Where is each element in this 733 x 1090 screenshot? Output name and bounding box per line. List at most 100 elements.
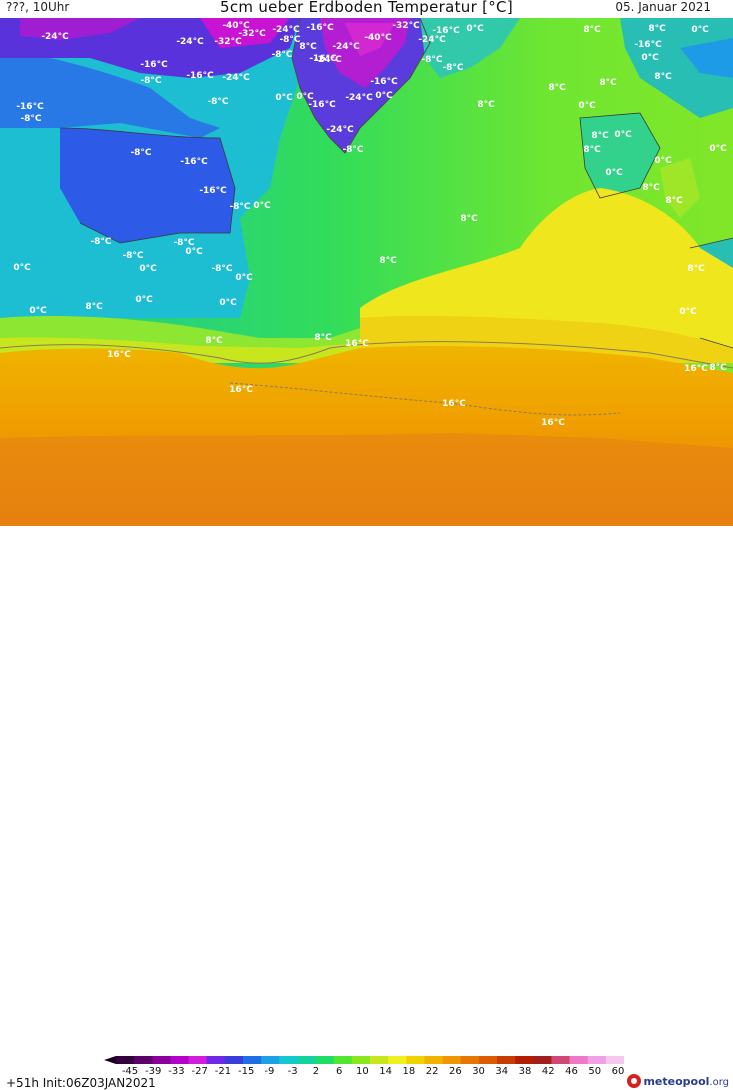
temperature-label: 16°C xyxy=(684,364,708,374)
color-scale-swatch xyxy=(515,1056,534,1064)
temperature-label: 8°C xyxy=(709,363,727,373)
color-scale-tick: -21 xyxy=(214,1066,232,1077)
canada-coastline xyxy=(59,127,236,244)
uk-coastline xyxy=(579,112,661,199)
temperature-label: 0°C xyxy=(135,295,153,305)
temperature-label: -16°C xyxy=(306,23,334,33)
temperature-label: -16°C xyxy=(634,40,662,50)
temperature-label: 8°C xyxy=(648,24,666,34)
temperature-label: 16°C xyxy=(541,418,565,428)
temperature-label: -32°C xyxy=(238,29,266,39)
temperature-label: -16°C xyxy=(186,71,214,81)
iberia-coastline xyxy=(689,237,733,349)
temperature-label: -8°C xyxy=(207,97,228,107)
header: ???, 10Uhr 5cm ueber Erdboden Temperatur… xyxy=(0,0,733,18)
color-scale-swatch xyxy=(370,1056,389,1064)
contour-16c xyxy=(0,341,733,369)
temperature-label: -24°C xyxy=(418,35,446,45)
cold-blue-north xyxy=(0,48,220,138)
temperature-label: -16°C xyxy=(309,54,337,64)
color-scale-tick: -15 xyxy=(238,1066,255,1077)
color-scale-min-arrow xyxy=(104,1056,116,1064)
color-scale-tick: 42 xyxy=(541,1066,555,1077)
temperature-label: 0°C xyxy=(641,53,659,63)
temperature-label: -8°C xyxy=(442,63,463,73)
temperature-label: -24°C xyxy=(345,93,373,103)
meteopool-logo[interactable]: meteopool.org xyxy=(627,1072,729,1090)
color-scale-tick: 50 xyxy=(588,1066,602,1077)
temperature-label: -8°C xyxy=(140,76,161,86)
color-scale-tick: 22 xyxy=(425,1066,439,1077)
color-scale-tick: 26 xyxy=(448,1066,462,1077)
temperature-label: 0°C xyxy=(185,247,203,257)
color-scale-swatch xyxy=(116,1056,135,1064)
temperature-label: -8°C xyxy=(229,202,250,212)
temperature-label: -40°C xyxy=(364,33,392,43)
color-scale-tick: 46 xyxy=(565,1066,578,1077)
color-scale-swatch xyxy=(551,1056,571,1064)
color-scale-tick: 38 xyxy=(518,1066,532,1077)
color-scale-swatch xyxy=(170,1056,190,1064)
temperature-label: 8°C xyxy=(583,25,601,35)
color-scale-swatch xyxy=(152,1056,172,1064)
temperature-label: 8°C xyxy=(665,196,683,206)
temperature-label: -24°C xyxy=(272,25,300,35)
color-scale-swatch xyxy=(206,1056,226,1064)
greenland-coastline xyxy=(291,18,431,154)
color-scale-swatch xyxy=(587,1056,607,1064)
contour-south xyxy=(229,382,621,416)
temperature-label: 8°C xyxy=(642,183,660,193)
temperature-label: -8°C xyxy=(342,145,363,155)
color-scale-swatch xyxy=(279,1056,299,1064)
scandinavia-cool xyxy=(620,18,733,118)
temperature-label: 8°C xyxy=(205,336,223,346)
color-scale-tick: 2 xyxy=(312,1066,320,1077)
europe-coast-warm xyxy=(660,158,700,218)
color-scale-swatch xyxy=(497,1056,516,1064)
temperature-label: 8°C xyxy=(599,78,617,88)
temperature-label: 0°C xyxy=(275,93,293,103)
temperature-labels: -24°C-40°C-32°C -24°C -16°C -32°C -16°C 0°C 8°… xyxy=(13,21,727,428)
temperature-label: 16°C xyxy=(442,399,466,409)
temperature-label: 0°C xyxy=(679,307,697,317)
color-scale-tick: -3 xyxy=(287,1066,298,1077)
meteopool-logo-icon xyxy=(627,1074,642,1088)
temperature-label: 8°C xyxy=(654,72,672,82)
map-canvas: -24°C-40°C-32°C -24°C -16°C -32°C -16°C 0°C 8°… xyxy=(0,18,733,526)
south-deep-orange xyxy=(0,433,733,526)
cold-blue-region xyxy=(60,128,235,243)
temperature-label: 8°C xyxy=(314,333,332,343)
temperature-label: 16°C xyxy=(229,385,253,395)
temperature-label: -24°C xyxy=(326,125,354,135)
temperature-label: 0°C xyxy=(29,306,47,316)
temperature-label: -8°C xyxy=(20,114,41,124)
temperature-label: -16°C xyxy=(308,100,336,110)
color-scale-tick: 10 xyxy=(356,1066,369,1077)
color-scale-swatch xyxy=(442,1056,462,1064)
british-isles xyxy=(580,113,660,198)
forecast-date: 05. Januar 2021 xyxy=(615,0,711,14)
temperature-label: 0°C xyxy=(605,168,623,178)
temperature-label: -8°C xyxy=(279,35,300,45)
temperature-label: 8°C xyxy=(460,214,478,224)
color-scale-swatch xyxy=(460,1056,480,1064)
temperature-label: 0°C xyxy=(654,156,672,166)
color-scale-tick: -33 xyxy=(168,1066,185,1077)
temperature-label: 0°C xyxy=(13,263,31,273)
color-scale-swatch xyxy=(478,1056,498,1064)
scandinavia-cold xyxy=(680,38,733,78)
color-scale-swatch xyxy=(406,1056,426,1064)
temperature-label: -16°C xyxy=(199,186,227,196)
color-scale-swatch xyxy=(533,1056,553,1064)
temperature-label: -16°C xyxy=(180,157,208,167)
color-scale-swatch xyxy=(224,1056,244,1064)
color-scale-tick: 60 xyxy=(611,1066,625,1077)
temperature-label: -32°C xyxy=(392,21,420,31)
color-scale-swatch xyxy=(188,1056,208,1064)
temperature-label: -8°C xyxy=(421,55,442,65)
temperature-label: -8°C xyxy=(130,148,151,158)
temperature-label: 0°C xyxy=(578,101,596,111)
temperature-label: 8°C xyxy=(477,100,495,110)
color-scale-swatch xyxy=(424,1056,444,1064)
temperature-label: -24°C xyxy=(222,73,250,83)
